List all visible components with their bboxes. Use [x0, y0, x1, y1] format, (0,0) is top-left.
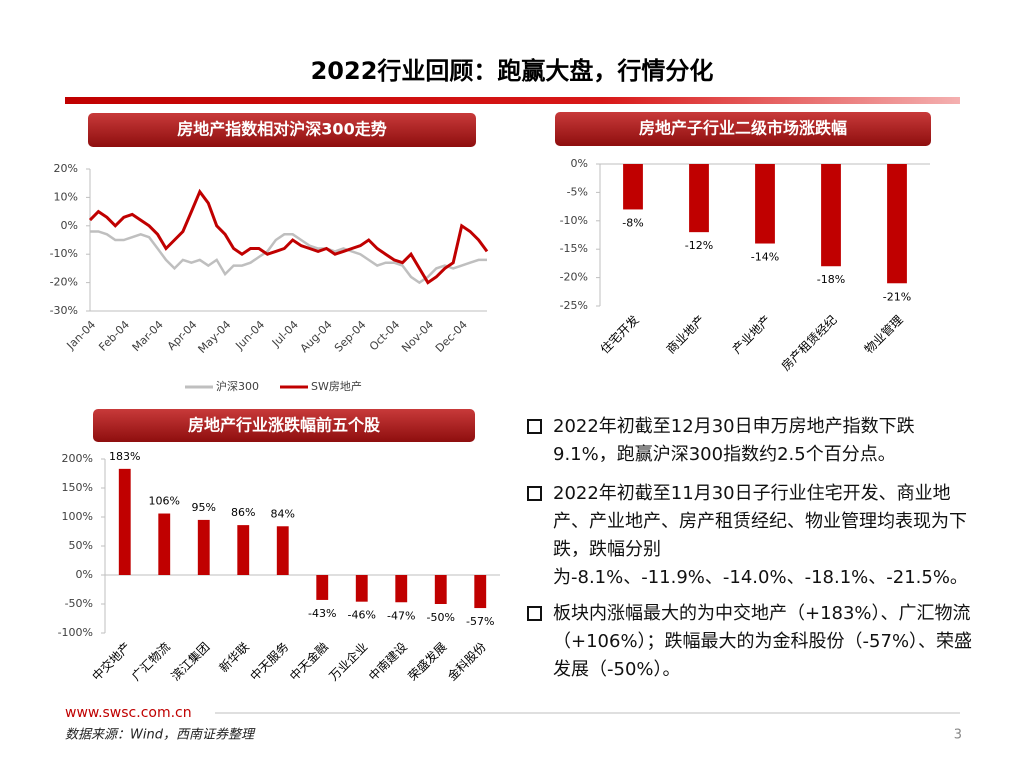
x-tick-label: Mar-04 — [130, 318, 166, 354]
bullet-marker — [527, 606, 542, 621]
header-box — [88, 113, 476, 147]
legend-label: 沪深300 — [216, 379, 259, 393]
bar — [887, 164, 907, 284]
y-tick-label: -30% — [50, 304, 78, 317]
bar — [755, 164, 775, 244]
x-tick-label: 中交地产 — [89, 639, 134, 684]
y-tick-label: 200% — [62, 452, 93, 465]
bar — [395, 575, 408, 603]
x-tick-label: Sep-04 — [332, 318, 369, 355]
title-rule — [65, 97, 960, 104]
x-tick-label: 商业地产 — [663, 312, 708, 357]
x-tick-label: 万业企业 — [326, 639, 371, 684]
value-label: -14% — [751, 251, 779, 264]
value-label: -46% — [348, 609, 376, 622]
y-tick-label: 50% — [69, 539, 93, 552]
bar — [821, 164, 841, 267]
x-tick-label: Dec-04 — [433, 318, 470, 355]
y-tick-label: -10% — [50, 247, 78, 260]
page-number: 3 — [954, 728, 962, 743]
bar — [276, 526, 289, 575]
y-tick-label: -5% — [567, 185, 588, 198]
bar — [474, 575, 487, 609]
bar — [355, 575, 368, 602]
value-label: 183% — [109, 450, 140, 463]
bullet-text: 2022年初截至11月30日子行业住宅开发、商业地产、产业地产、房产租赁经纪、物… — [553, 483, 968, 588]
value-label: -18% — [817, 273, 845, 286]
legend-label: SW房地产 — [311, 379, 362, 393]
value-label: -47% — [387, 609, 415, 622]
x-tick-label: 房产租赁经纪 — [778, 312, 840, 374]
bar — [434, 575, 447, 604]
bar — [237, 525, 250, 575]
value-label: -12% — [685, 239, 713, 252]
y-tick-label: -10% — [560, 214, 588, 227]
x-tick-label: 新华联 — [216, 639, 252, 675]
y-tick-label: 0% — [61, 219, 78, 232]
bar — [316, 575, 329, 600]
value-label: 106% — [149, 495, 180, 508]
y-tick-label: 20% — [54, 162, 78, 175]
x-tick-label: Aug-04 — [298, 318, 335, 355]
x-tick-label: Apr-04 — [165, 318, 200, 353]
footer-source: 数据来源：Wind，西南证券整理 — [65, 728, 256, 743]
x-tick-label: 产业地产 — [730, 313, 774, 357]
series-line — [88, 188, 489, 285]
bullet-text: 2022年初截至12月30日申万房地产指数下跌9.1%，跑赢沪深300指数约2.… — [553, 416, 915, 465]
y-tick-label: -20% — [50, 276, 78, 289]
footer-url: www.swsc.com.cn — [65, 705, 192, 721]
x-tick-label: Feb-04 — [96, 318, 132, 354]
value-label: -43% — [308, 607, 336, 620]
y-tick-label: 100% — [62, 510, 93, 523]
x-tick-label: 广汇物流 — [129, 640, 173, 684]
y-tick-label: -50% — [65, 597, 93, 610]
x-tick-label: 荣盛发展 — [405, 639, 450, 684]
value-label: 95% — [192, 501, 216, 514]
bar — [158, 513, 171, 575]
bar — [689, 164, 709, 233]
bullet-marker — [527, 486, 542, 501]
y-tick-label: 150% — [62, 481, 93, 494]
bar — [118, 468, 131, 575]
value-label: 84% — [271, 507, 295, 520]
x-tick-label: 中天金融 — [286, 639, 331, 684]
chart-title: 房地产指数相对沪深300走势 — [177, 120, 386, 139]
x-tick-label: 中南建设 — [365, 639, 410, 684]
x-tick-label: Jun-04 — [232, 318, 267, 353]
bullet-marker — [527, 419, 542, 434]
x-tick-label: 中天服务 — [247, 639, 292, 684]
x-tick-label: 滨江集团 — [168, 639, 213, 684]
x-tick-label: May-04 — [196, 318, 234, 356]
header-box — [93, 409, 475, 442]
bar — [623, 164, 643, 210]
bar — [197, 519, 210, 575]
y-tick-label: 0% — [571, 157, 588, 170]
x-tick-label: 物业管理 — [861, 312, 906, 357]
y-tick-label: -25% — [560, 299, 588, 312]
chart-title: 房地产行业涨跌幅前五个股 — [188, 416, 381, 435]
x-tick-label: 金科股份 — [444, 639, 489, 684]
value-label: -8% — [622, 216, 643, 229]
value-label: -50% — [427, 611, 455, 624]
x-tick-label: Jul-04 — [269, 318, 301, 350]
chart-title: 房地产子行业二级市场涨跌幅 — [639, 119, 847, 138]
x-tick-label: Oct-04 — [367, 318, 402, 353]
slide-title: 2022行业回顾：跑赢大盘，行情分化 — [311, 57, 714, 85]
y-tick-label: -100% — [58, 626, 93, 639]
y-tick-label: -20% — [560, 271, 588, 284]
value-label: -57% — [466, 615, 494, 628]
series-line — [90, 230, 487, 285]
header-box — [555, 112, 931, 146]
x-tick-label: Jan-04 — [64, 318, 99, 353]
y-tick-label: 10% — [54, 190, 78, 203]
value-label: 86% — [231, 506, 255, 519]
y-tick-label: 0% — [76, 568, 93, 581]
bullet-text: 板块内涨幅最大的为中交地产（+183%）、广汇物流（+106%）；跌幅最大的为金… — [553, 603, 973, 680]
y-tick-label: -15% — [560, 242, 588, 255]
x-tick-label: Nov-04 — [399, 318, 436, 355]
x-tick-label: 住宅开发 — [597, 312, 642, 357]
value-label: -21% — [883, 290, 911, 303]
